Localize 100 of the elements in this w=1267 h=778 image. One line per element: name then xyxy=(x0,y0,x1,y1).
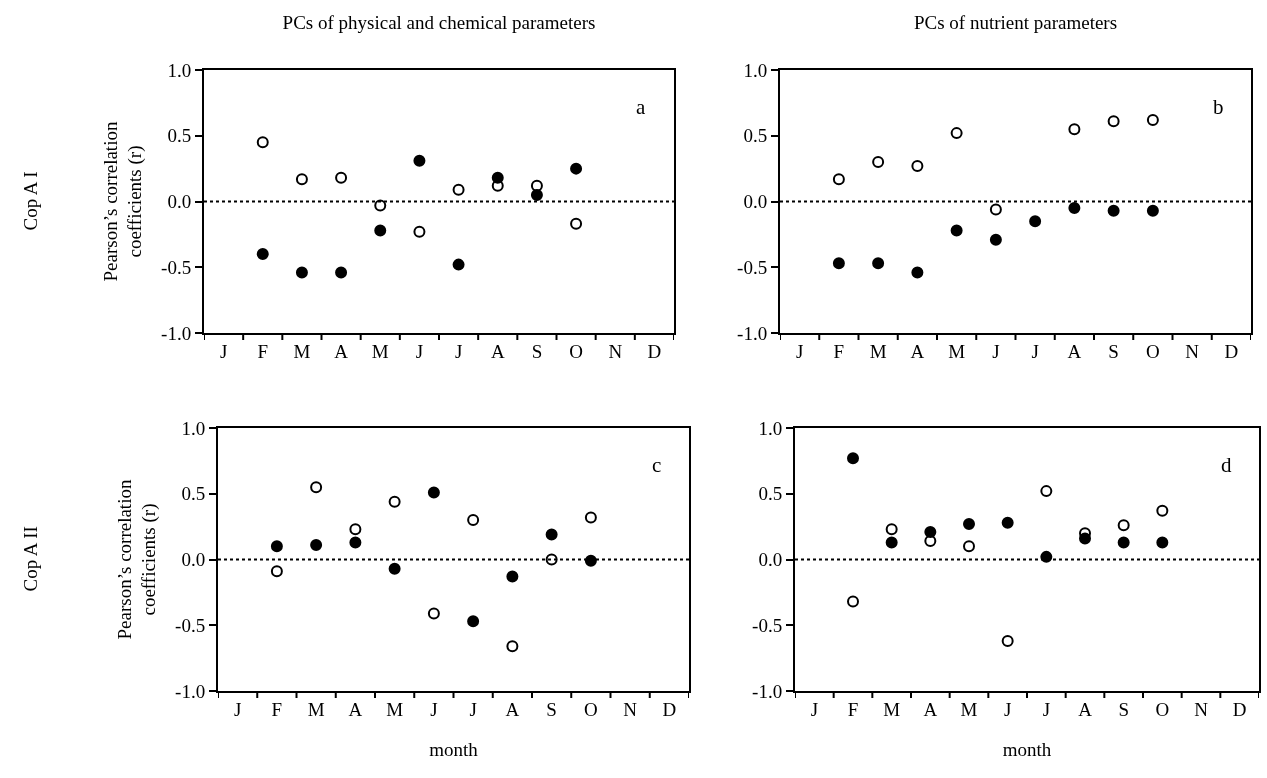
x-tick-label: N xyxy=(623,698,638,720)
point xyxy=(413,154,426,167)
x-tick-label: S xyxy=(531,340,543,362)
point xyxy=(1040,485,1053,498)
point xyxy=(506,570,519,583)
point xyxy=(1156,536,1169,549)
point xyxy=(427,486,440,499)
x-tick-label: D xyxy=(1232,698,1247,720)
y-tick-label: -0.5 xyxy=(175,614,206,636)
x-tick-label: M xyxy=(371,340,389,362)
point xyxy=(1068,123,1081,136)
x-tick-label: A xyxy=(348,698,363,720)
point xyxy=(911,266,924,279)
x-tick-label: A xyxy=(910,340,925,362)
x-tick-label: A xyxy=(923,698,938,720)
y-tick-label: 1.0 xyxy=(167,59,192,81)
y-tick-label: -0.5 xyxy=(161,256,192,278)
x-tick-label: J xyxy=(415,340,424,362)
x-tick-label: S xyxy=(546,698,557,720)
y-axis-title: Pearson’s correlation coefficients (r) xyxy=(113,479,161,640)
x-tick-label: F xyxy=(833,340,845,362)
x-tick-label: S xyxy=(1108,340,1119,362)
x-tick-label: N xyxy=(608,340,623,362)
y-tick-label: 1.0 xyxy=(181,417,206,439)
point xyxy=(427,607,440,620)
point xyxy=(1068,202,1081,215)
point xyxy=(570,217,583,230)
point xyxy=(310,539,323,552)
y-tick-label: 0.0 xyxy=(181,549,206,571)
point xyxy=(911,160,924,172)
point xyxy=(989,233,1002,246)
annotation: d xyxy=(1221,453,1232,477)
point xyxy=(963,540,975,553)
point xyxy=(374,199,387,212)
x-tick-label: M xyxy=(307,698,325,720)
point xyxy=(1107,204,1120,217)
y-tick-label: -0.5 xyxy=(737,256,768,278)
y-tick-label: 0.5 xyxy=(167,125,192,147)
point xyxy=(584,554,597,567)
chart-title: PCs of physical and chemical parameters xyxy=(282,11,596,33)
point xyxy=(885,536,898,549)
y-tick-label: 1.0 xyxy=(758,417,783,439)
x-tick-label: S xyxy=(1118,698,1129,720)
point xyxy=(310,481,323,494)
point xyxy=(413,225,426,238)
point xyxy=(506,640,519,653)
point xyxy=(335,266,348,279)
x-tick-label: A xyxy=(1078,698,1093,720)
point xyxy=(570,162,583,175)
x-tick-label: O xyxy=(584,698,598,720)
point xyxy=(256,136,269,149)
x-tick-label: M xyxy=(386,698,404,720)
y-tick-label: -1.0 xyxy=(737,322,768,344)
y-tick-label: 0.0 xyxy=(743,191,768,213)
point xyxy=(295,266,308,279)
point xyxy=(1079,532,1091,545)
x-tick-label: J xyxy=(1042,698,1051,720)
point xyxy=(467,514,480,527)
x-tick-label: A xyxy=(334,340,349,362)
point xyxy=(1146,204,1159,217)
x-tick-label: F xyxy=(257,340,269,362)
point xyxy=(832,173,845,186)
x-tick-label: J xyxy=(795,340,804,362)
chart-title: PCs of nutrient parameters xyxy=(913,11,1118,33)
annotation: a xyxy=(636,95,646,119)
annotation: b xyxy=(1213,95,1224,119)
point xyxy=(847,595,859,608)
point xyxy=(452,258,465,271)
point xyxy=(349,523,362,536)
point xyxy=(349,536,362,549)
x-tick-label: J xyxy=(469,698,477,720)
x-axis-title: month xyxy=(1002,739,1052,761)
point xyxy=(1156,504,1169,517)
point xyxy=(832,257,845,270)
y-tick-label: 1.0 xyxy=(743,59,768,81)
point xyxy=(467,615,480,628)
x-tick-label: M xyxy=(293,340,311,362)
point xyxy=(388,562,401,575)
point xyxy=(1107,115,1120,128)
y-tick-label: 0.0 xyxy=(167,191,192,213)
x-tick-label: O xyxy=(1146,340,1160,362)
x-tick-label: D xyxy=(662,698,677,720)
x-tick-label: A xyxy=(505,698,520,720)
point xyxy=(530,188,543,201)
point xyxy=(1001,516,1014,529)
point xyxy=(1040,550,1053,563)
point xyxy=(270,565,283,578)
point xyxy=(1029,215,1042,228)
x-tick-label: A xyxy=(490,340,505,362)
point xyxy=(545,528,558,541)
x-tick-label: D xyxy=(647,340,662,362)
point xyxy=(1117,519,1130,532)
x-tick-label: M xyxy=(960,698,978,720)
x-tick-label: F xyxy=(271,698,283,720)
x-tick-label: J xyxy=(1003,698,1012,720)
annotation: c xyxy=(652,453,662,477)
x-axis-title: month xyxy=(429,739,479,761)
y-tick-label: -0.5 xyxy=(752,614,783,636)
point xyxy=(872,257,885,270)
y-tick-label: 0.5 xyxy=(181,483,206,505)
